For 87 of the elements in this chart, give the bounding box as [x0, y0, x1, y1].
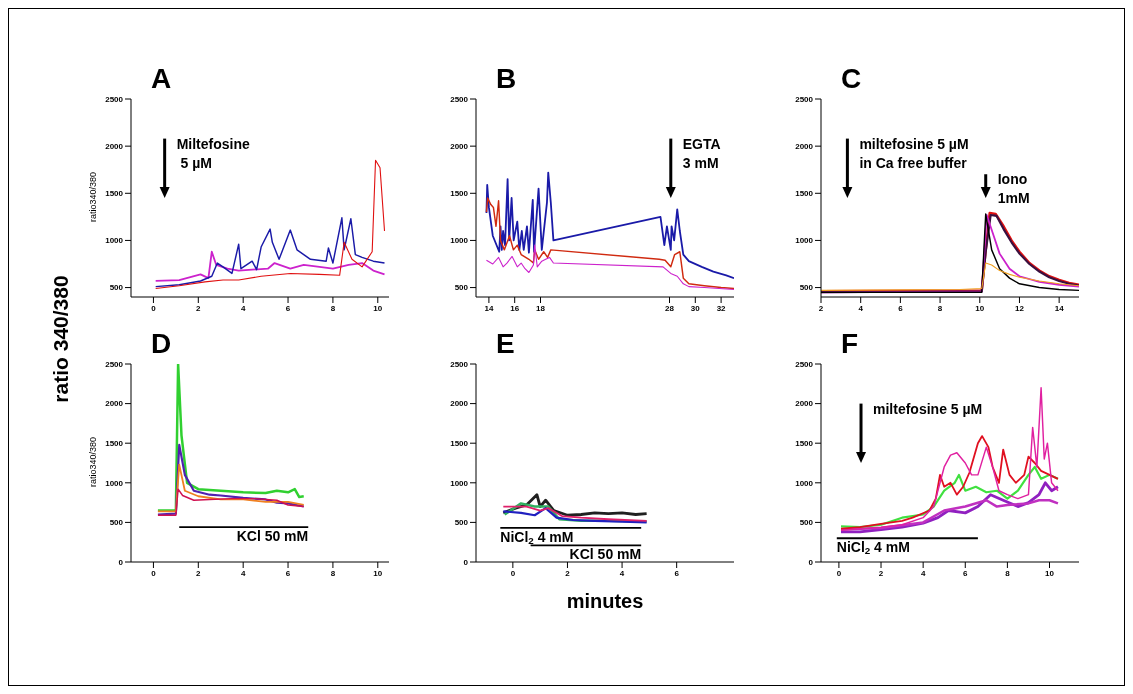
y-tick-label: 500 — [799, 283, 814, 293]
y-tick-label: 1500 — [795, 189, 814, 199]
series-label: KCl 50 mM — [236, 528, 309, 545]
y-tick-label: 1000 — [450, 478, 469, 488]
x-tick-label: 28 — [665, 303, 675, 313]
y-tick-label: 2000 — [105, 399, 124, 409]
x-tick-label: 0 — [510, 568, 516, 578]
series-label: NiCl$_{2}$ 4 mM — [836, 539, 910, 557]
y-tick-label: 0 — [463, 557, 469, 567]
y-tick-label: 1500 — [105, 189, 124, 199]
x-tick-label: 10 — [975, 303, 985, 313]
x-tick-label: 4 — [920, 568, 926, 578]
x-tick-label: 4 — [619, 568, 625, 578]
y-axis-title: ratio340/380 — [88, 171, 98, 223]
y-tick-label: 1500 — [795, 439, 814, 449]
y-tick-label: 2500 — [450, 359, 469, 369]
x-tick-label: 4 — [240, 568, 246, 578]
y-tick-label: 2500 — [795, 359, 814, 369]
y-tick-label: 2000 — [795, 141, 814, 151]
x-tick-label: 16 — [510, 303, 520, 313]
ref-line-label: miltefosine 5 µM in Ca free buffer — [859, 135, 969, 171]
y-tick-label: 2500 — [105, 359, 124, 369]
y-tick-label: 2000 — [105, 141, 124, 151]
series-label: KCl 50 mM — [569, 546, 642, 563]
y-tick-label: 2500 — [105, 94, 124, 104]
x-tick-label: 2 — [565, 568, 571, 578]
ref-line-label: Iono 1mM — [997, 171, 1030, 207]
y-tick-label: 0 — [118, 557, 124, 567]
y-tick-label: 2000 — [450, 399, 469, 409]
chart-title: F — [841, 328, 859, 360]
x-tick-label: 6 — [898, 303, 904, 313]
x-tick-label: 2 — [196, 303, 202, 313]
x-tick-label: 4 — [858, 303, 864, 313]
text: ratio 340/380 — [49, 275, 73, 403]
y-tick-label: 500 — [454, 283, 469, 293]
chart-title: A — [151, 63, 172, 95]
x-tick-label: 8 — [937, 303, 943, 313]
y-tick-label: 1500 — [450, 189, 469, 199]
x-tick-label: 32 — [716, 303, 727, 313]
x-tick-label: 18 — [536, 303, 546, 313]
ref-line-label: EGTA 3 mM — [682, 135, 721, 171]
x-tick-label: 8 — [330, 303, 336, 313]
x-tick-label: 6 — [963, 568, 969, 578]
y-tick-label: 1000 — [795, 236, 814, 246]
ref-line-label: Miltefosine 5 µM — [176, 135, 250, 171]
chart-title: D — [151, 328, 172, 360]
y-axis-title: ratio340/380 — [88, 436, 98, 488]
x-tick-label: 8 — [330, 568, 336, 578]
x-axis-title: minutes — [565, 590, 645, 613]
chart-title: C — [841, 63, 862, 95]
x-tick-label: 30 — [690, 303, 701, 313]
x-tick-label: 12 — [1015, 303, 1025, 313]
y-tick-label: 1500 — [105, 439, 124, 449]
y-tick-label: 0 — [808, 557, 814, 567]
x-tick-label: 6 — [285, 568, 291, 578]
series-label: NiCl$_{2}$ 4 mM — [500, 528, 574, 546]
y-tick-label: 500 — [454, 518, 469, 528]
x-tick-label: 14 — [1054, 303, 1065, 313]
y-tick-label: 2500 — [450, 94, 469, 104]
x-tick-label: 2 — [878, 568, 884, 578]
x-tick-label: 6 — [674, 568, 680, 578]
y-tick-label: 2000 — [795, 399, 814, 409]
y-tick-label: 2000 — [450, 141, 469, 151]
y-tick-label: 2500 — [795, 94, 814, 104]
y-tick-label: 1500 — [450, 439, 469, 449]
x-tick-label: 10 — [1045, 568, 1055, 578]
y-tick-label: 500 — [109, 518, 124, 528]
chart-title: B — [496, 63, 517, 95]
x-tick-label: 0 — [151, 568, 157, 578]
ref-line-label: miltefosine 5 µM — [873, 400, 983, 417]
x-tick-label: 2 — [196, 568, 202, 578]
x-tick-label: 0 — [151, 303, 157, 313]
x-tick-label: 2 — [818, 303, 824, 313]
x-tick-label: 14 — [484, 303, 494, 313]
x-tick-label: 10 — [373, 568, 383, 578]
y-tick-label: 1000 — [105, 236, 124, 246]
chart-title: E — [496, 328, 515, 360]
x-tick-label: 4 — [240, 303, 246, 313]
y-tick-label: 1000 — [105, 478, 124, 488]
y-tick-label: 1000 — [450, 236, 469, 246]
y-tick-label: 500 — [109, 283, 124, 293]
y-tick-label: 500 — [799, 518, 814, 528]
x-tick-label: 0 — [836, 568, 842, 578]
x-tick-label: 10 — [373, 303, 383, 313]
x-tick-label: 6 — [285, 303, 291, 313]
y-tick-label: 1000 — [795, 478, 814, 488]
x-tick-label: 8 — [1005, 568, 1011, 578]
